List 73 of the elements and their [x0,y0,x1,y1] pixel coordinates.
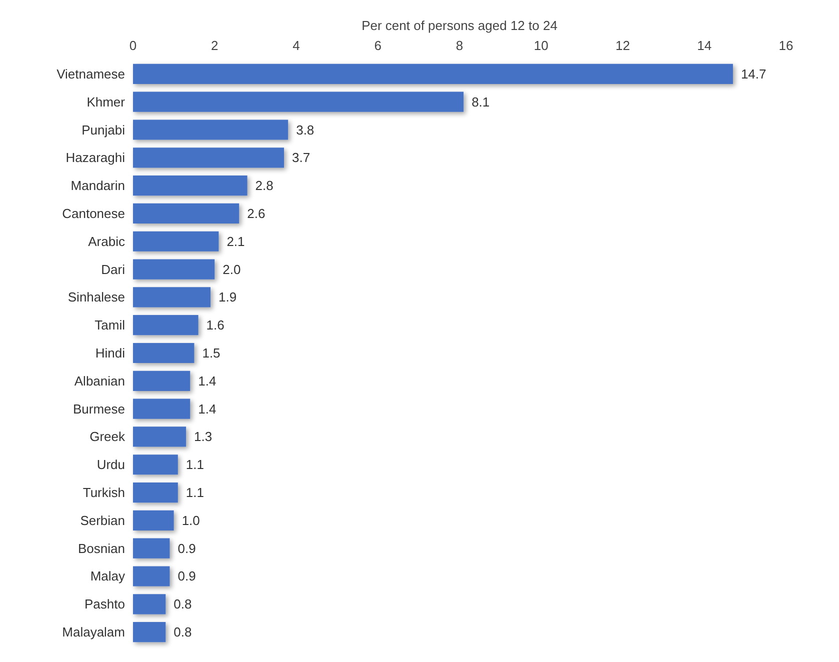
bar [133,482,178,503]
data-label: 0.9 [178,540,196,556]
bar [133,120,288,140]
bar [133,92,464,112]
y-tick-label: Turkish [82,485,125,500]
data-label: 0.8 [174,596,192,612]
x-axis-title: Per cent of persons aged 12 to 24 [362,18,558,33]
data-label: 0.8 [174,624,192,640]
x-tick-label: 2 [211,38,218,53]
bar [133,454,178,475]
bar [133,594,166,614]
x-tick-label: 4 [292,38,300,53]
data-label: 2.0 [222,262,241,277]
data-label: 1.5 [202,346,220,360]
bar [133,315,198,336]
x-tick-label: 0 [129,38,137,53]
x-tick-label: 10 [534,38,548,53]
x-tick-label: 12 [616,38,630,53]
y-tick-label: Serbian [80,512,125,528]
data-label: 1.9 [218,290,237,305]
y-tick-label: Urdu [96,457,125,472]
data-label: 0.9 [178,568,196,584]
data-label: 1.1 [186,457,204,472]
data-label: 14.7 [740,66,766,82]
x-tick-label: 6 [374,38,382,53]
y-tick-label: Bosnian [78,540,125,556]
bar [133,622,166,642]
y-tick-label: Sinhalese [68,290,125,305]
y-tick-label: Cantonese [62,206,125,221]
data-label: 2.8 [255,178,274,194]
bar [133,510,174,530]
y-tick-label: Pashto [84,596,125,612]
y-tick-label: Vietnamese [56,66,125,82]
y-tick-label: Mandarin [70,178,125,194]
data-label: 2.1 [226,234,245,249]
bar [133,176,248,196]
data-label: 3.7 [292,150,310,166]
y-tick-label: Tamil [94,318,126,333]
y-tick-label: Albanian [74,373,125,388]
y-tick-label: Malayalam [62,624,125,640]
bar [133,342,194,364]
bar [133,203,240,224]
y-tick-label: Khmer [86,94,126,110]
y-tick-label: Arabic [88,234,126,249]
y-tick-label: Malay [90,568,126,584]
x-tick-label: 8 [456,38,464,53]
y-tick-label: Dari [101,262,126,277]
y-tick-label: Hindi [95,346,126,360]
y-tick-label: Burmese [72,401,125,416]
data-label: 1.6 [206,318,224,333]
bar [133,231,219,252]
bar [133,259,215,280]
bar [133,148,284,168]
bar [133,538,170,558]
x-tick-label: 16 [778,38,794,53]
data-label: 1.0 [182,512,200,528]
data-label: 1.4 [198,373,216,388]
x-tick-label: 14 [697,38,712,53]
bar [133,426,186,447]
y-tick-label: Hazaraghi [66,150,126,166]
data-label: 1.4 [198,401,216,416]
bar [133,566,170,586]
y-tick-label: Greek [90,429,126,444]
data-label: 1.3 [194,429,212,444]
bar [133,64,733,84]
data-label: 8.1 [472,94,490,110]
bar [133,287,211,308]
y-tick-label: Punjabi [82,122,126,138]
data-label: 1.1 [186,485,204,500]
bar [133,370,190,391]
data-label: 2.6 [247,206,266,221]
bar [133,398,190,419]
data-label: 3.8 [296,122,314,138]
